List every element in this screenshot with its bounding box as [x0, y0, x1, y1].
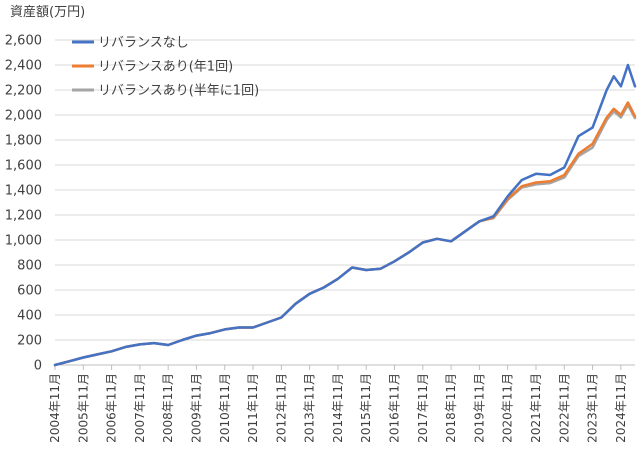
y-axis-ticks: 0 200 400 600 800 1,000 1,200 1,400 1,600 1,800 2,… [5, 34, 42, 374]
x-tick-label: 2014年11月 [331, 373, 345, 443]
x-tick-label: 2015年11月 [359, 373, 373, 443]
y-tick-label: 2,200 [5, 84, 42, 99]
x-tick-label: 2022年11月 [557, 373, 571, 443]
legend-label-3: リバランスあり(半年に1回) [98, 84, 259, 99]
y-tick-label: 1,400 [5, 184, 42, 199]
series-line-2 [53, 101, 637, 367]
x-axis-ticks: 2004年11月 2005年11月 2006年11月 2007年11月 2008年11月… [48, 365, 628, 443]
x-tick-label: 2013年11月 [303, 373, 317, 443]
series-line-3 [53, 103, 637, 367]
x-tick-label: 2010年11月 [218, 373, 232, 443]
legend-label-2: リバランスあり(年1回) [98, 60, 233, 75]
y-tick-label: 2,600 [5, 34, 42, 49]
legend-label-1: リバランスなし [98, 36, 189, 51]
y-tick-label: 1,600 [5, 159, 42, 174]
y-tick-label: 800 [17, 259, 42, 274]
x-tick-label: 2017年11月 [416, 373, 430, 443]
y-tick-label: 600 [17, 284, 42, 299]
x-tick-label: 2020年11月 [501, 373, 515, 443]
y-tick-label: 1,800 [5, 134, 42, 149]
y-tick-label: 2,400 [5, 59, 42, 74]
grid-lines [55, 39, 635, 366]
y-tick-label: 0 [34, 359, 42, 374]
y-tick-label: 1,200 [5, 209, 42, 224]
series-line-1 [53, 63, 637, 367]
x-tick-label: 2011年11月 [246, 373, 260, 443]
y-axis-title: 資産額(万円) [10, 4, 85, 20]
x-tick-label: 2005年11月 [76, 373, 90, 443]
x-tick-label: 2024年11月 [614, 373, 628, 443]
y-tick-label: 400 [17, 309, 42, 324]
x-tick-label: 2019年11月 [472, 373, 486, 443]
x-tick-label: 2021年11月 [529, 373, 543, 443]
x-tick-label: 2018年11月 [444, 373, 458, 443]
x-tick-label: 2006年11月 [105, 373, 119, 443]
x-tick-label: 2007年11月 [133, 373, 147, 443]
x-tick-label: 2012年11月 [274, 373, 288, 443]
x-tick-label: 2023年11月 [586, 373, 600, 443]
y-tick-label: 1,000 [5, 234, 42, 249]
y-tick-label: 2,000 [5, 109, 42, 124]
x-tick-label: 2009年11月 [189, 373, 203, 443]
x-tick-label: 2004年11月 [48, 373, 62, 443]
y-tick-label: 200 [17, 334, 42, 349]
series-lines [53, 63, 637, 367]
x-tick-label: 2008年11月 [161, 373, 175, 443]
x-tick-label: 2016年11月 [388, 373, 402, 443]
